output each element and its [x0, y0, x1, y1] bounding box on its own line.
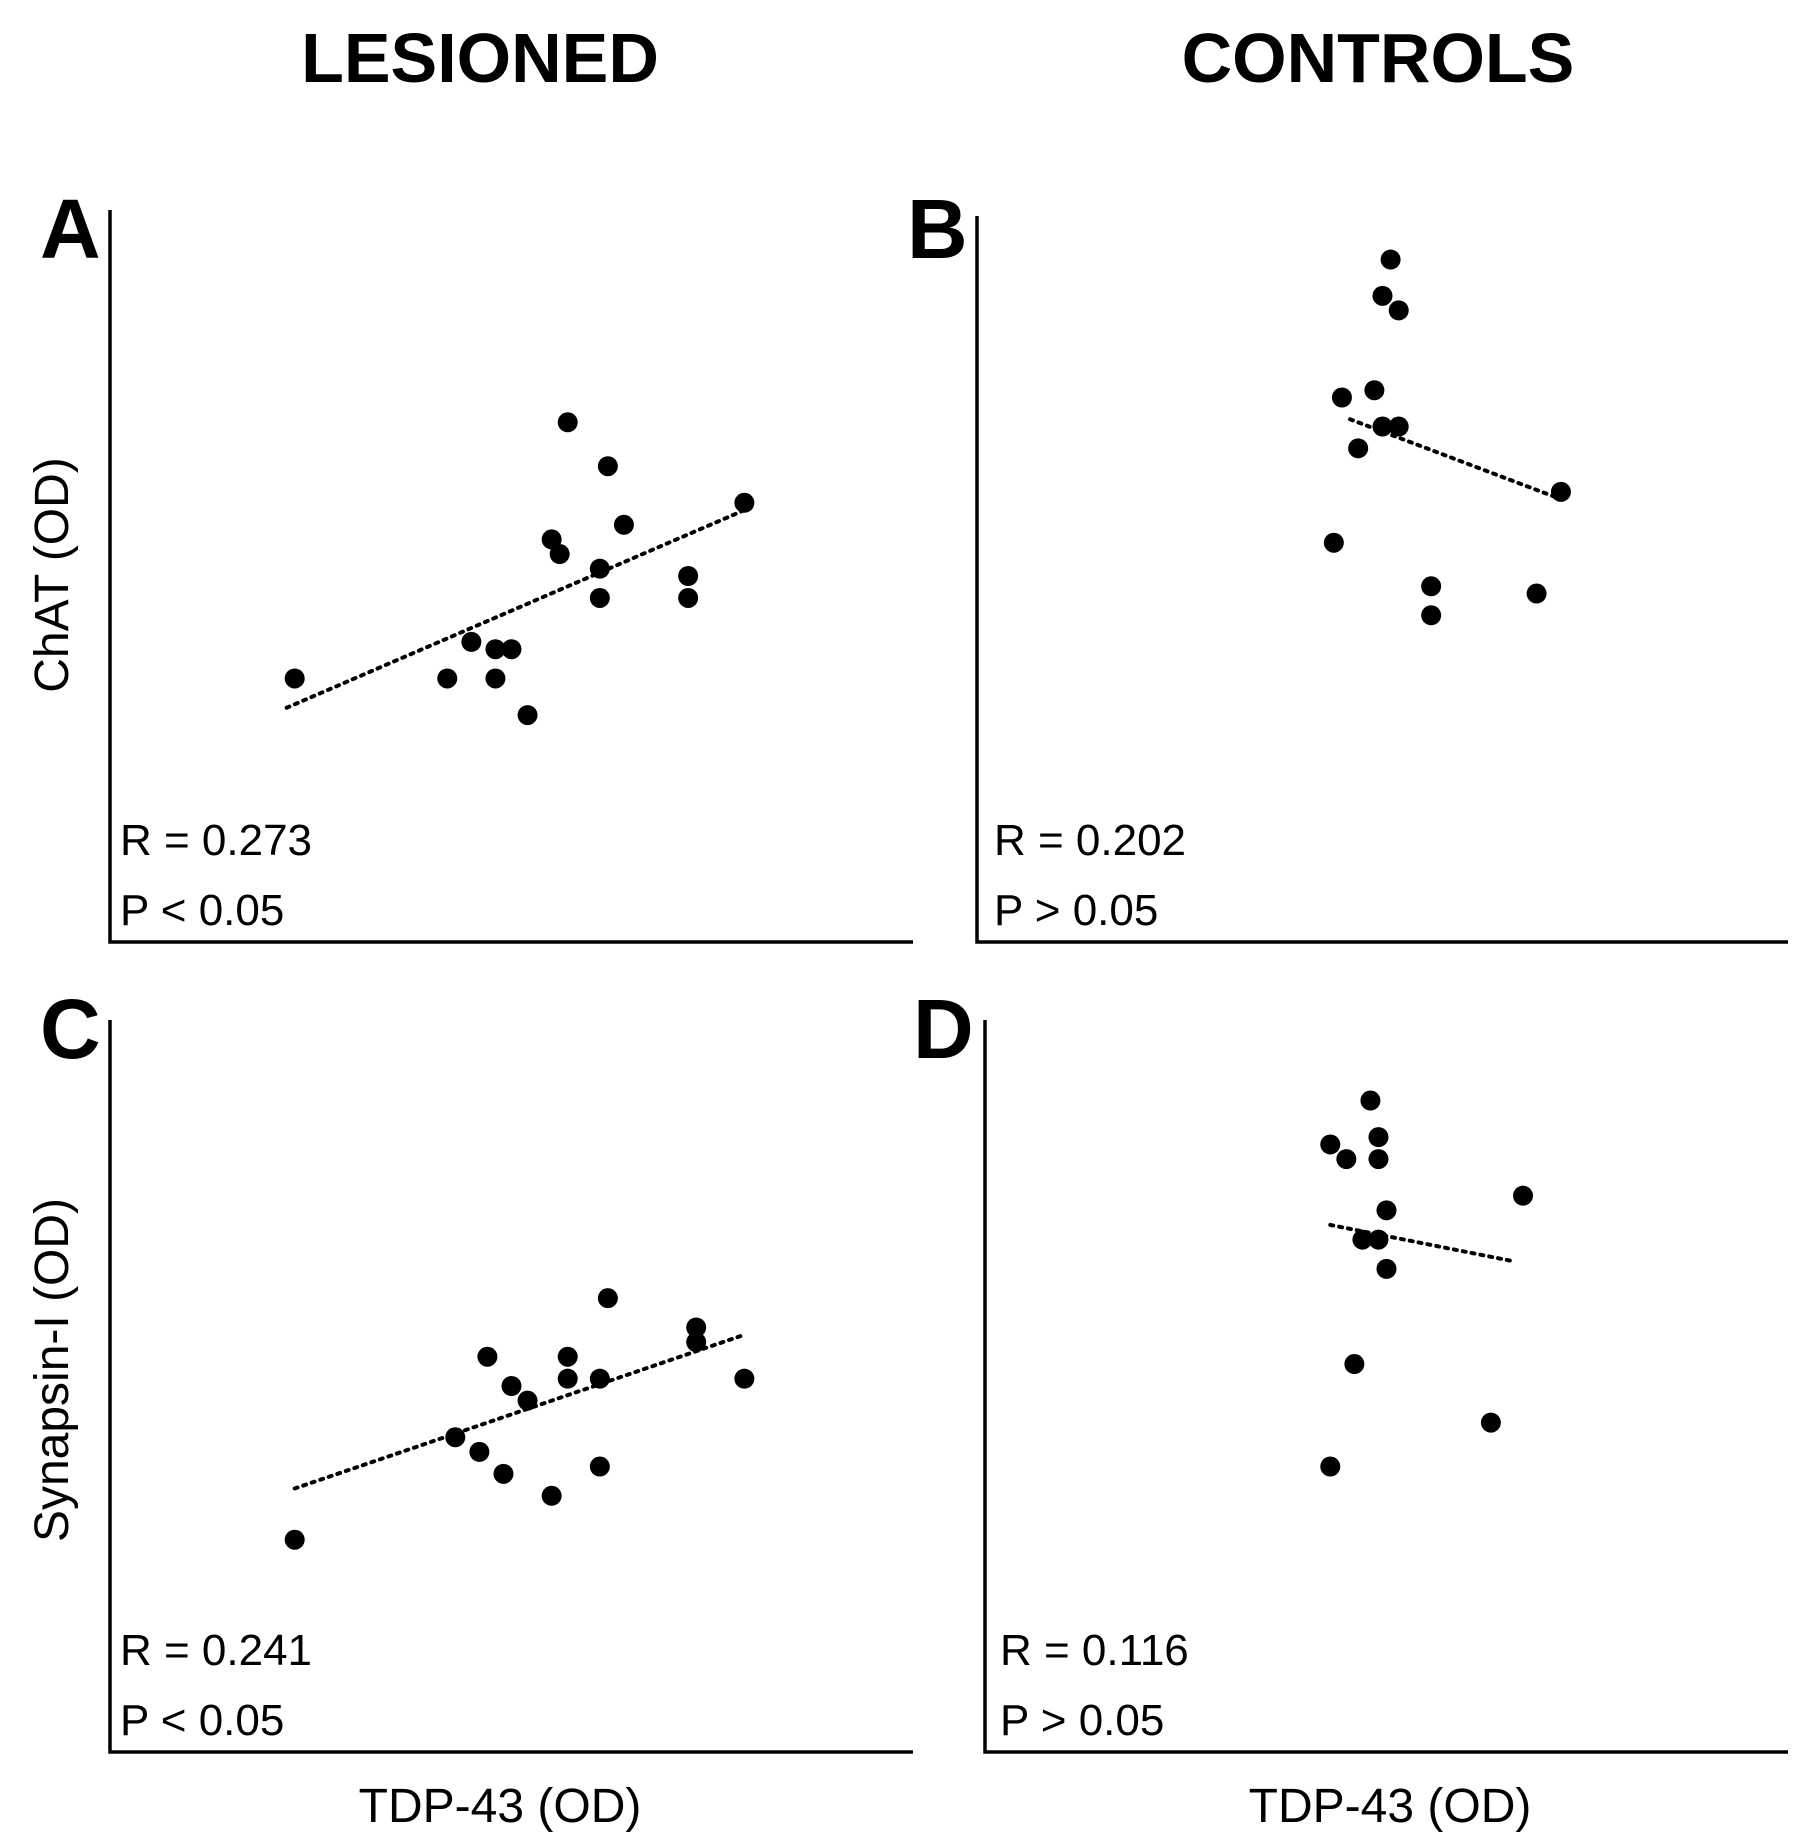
panel-c-point-4 [477, 1346, 498, 1367]
panel-a-point-16 [678, 587, 699, 608]
panel-a-point-13 [597, 456, 618, 477]
panel-letter-a: A [40, 182, 101, 276]
panel-c-trend-line [292, 1332, 747, 1491]
panel-a-point-17 [734, 492, 755, 513]
panel-c-points [284, 1288, 755, 1550]
panel-a-point-6 [485, 668, 506, 689]
panel-letter-b: B [907, 182, 968, 276]
panel-c: C R = 0.241 P < 0.05 [40, 982, 913, 1754]
panel-d-r-value: R = 0.116 [1000, 1626, 1189, 1675]
panel-b-point-1 [1380, 249, 1401, 270]
panel-c-point-13 [597, 1288, 618, 1309]
panel-b-point-4 [1331, 387, 1352, 408]
panel-a-point-12 [589, 558, 610, 579]
panel-a-points [284, 412, 755, 726]
panel-a-point-5 [501, 639, 522, 660]
panel-a-point-9 [549, 544, 570, 565]
y-axis-label-bottom: Synapsin-I (OD) [26, 1198, 79, 1542]
column-title-controls: CONTROLS [1182, 19, 1575, 97]
panel-c-point-12 [589, 1456, 610, 1477]
panel-a-point-3 [461, 631, 482, 652]
panel-a-point-8 [541, 529, 562, 550]
panel-b-point-2 [1372, 285, 1393, 306]
panel-b-point-7 [1388, 416, 1409, 437]
panel-d-point-2 [1320, 1134, 1341, 1155]
panel-c-point-9 [557, 1346, 578, 1367]
panel-a-trend-line [284, 508, 747, 710]
panel-d-point-10 [1513, 1185, 1534, 1206]
panel-b-point-3 [1388, 300, 1409, 321]
panel-d-point-3 [1336, 1149, 1357, 1170]
panel-a-point-10 [557, 412, 578, 433]
panel-b-point-13 [1526, 583, 1547, 604]
panel-d: D R = 0.116 P > 0.05 [913, 982, 1788, 1754]
panel-b-point-8 [1348, 438, 1369, 459]
panel-d-p-value: P > 0.05 [1000, 1696, 1164, 1745]
panel-a-axes [108, 210, 913, 944]
panel-d-point-4 [1368, 1127, 1389, 1148]
panel-a: A R = 0.273 P < 0.05 [40, 182, 913, 944]
panel-letter-d: D [913, 982, 974, 1076]
panel-c-point-11 [589, 1368, 610, 1389]
panel-a-point-11 [589, 587, 610, 608]
panel-b-r-value: R = 0.202 [994, 816, 1186, 865]
panel-b-p-value: P > 0.05 [994, 886, 1158, 935]
panel-d-point-11 [1344, 1354, 1365, 1375]
panel-c-point-15 [686, 1332, 707, 1353]
panel-d-axes [983, 1020, 1788, 1754]
panel-c-point-5 [501, 1376, 522, 1396]
panel-b-point-12 [1421, 605, 1442, 626]
panel-c-point-2 [445, 1427, 466, 1448]
panel-b-point-11 [1421, 576, 1442, 597]
panel-c-point-16 [734, 1368, 755, 1389]
panel-letter-c: C [40, 982, 101, 1076]
panel-b: B R = 0.202 P > 0.05 [907, 182, 1788, 944]
x-axis-label-right: TDP-43 (OD) [1249, 1780, 1532, 1833]
panel-c-p-value: P < 0.05 [120, 1696, 284, 1745]
panel-a-p-value: P < 0.05 [120, 886, 284, 935]
panel-d-points [1320, 1090, 1534, 1477]
panel-d-point-9 [1376, 1258, 1397, 1279]
panel-d-point-13 [1320, 1456, 1341, 1477]
panel-d-point-5 [1368, 1149, 1389, 1170]
panel-c-point-3 [469, 1441, 490, 1462]
panel-b-point-6 [1372, 416, 1393, 437]
panel-a-point-7 [517, 705, 538, 726]
panel-c-point-14 [686, 1317, 707, 1338]
panel-b-point-5 [1364, 380, 1385, 401]
panel-b-point-9 [1550, 481, 1571, 502]
panel-b-axes [975, 216, 1788, 944]
y-axis-label-top: ChAT (OD) [26, 457, 79, 693]
panel-a-point-2 [437, 668, 458, 689]
panel-b-points [1323, 249, 1571, 626]
panel-c-point-1 [284, 1529, 305, 1550]
panel-c-point-7 [493, 1463, 514, 1484]
panel-a-r-value: R = 0.273 [120, 816, 312, 865]
x-axis-label-left: TDP-43 (OD) [359, 1780, 642, 1833]
panel-d-point-1 [1360, 1090, 1381, 1111]
panel-c-axes [108, 1020, 913, 1754]
column-title-lesioned: LESIONED [301, 19, 659, 97]
panel-b-point-10 [1323, 532, 1344, 553]
panel-c-point-6 [517, 1390, 538, 1411]
panel-a-point-14 [613, 514, 634, 535]
panel-c-r-value: R = 0.241 [120, 1626, 312, 1675]
panel-d-point-7 [1352, 1229, 1373, 1250]
panel-d-point-6 [1376, 1200, 1397, 1221]
panel-c-point-8 [541, 1485, 562, 1506]
panel-d-point-8 [1368, 1229, 1389, 1250]
panel-a-point-1 [284, 668, 305, 689]
panel-d-point-12 [1480, 1412, 1501, 1433]
panel-c-point-10 [557, 1368, 578, 1389]
panel-a-point-15 [678, 566, 699, 586]
panel-a-point-4 [485, 639, 506, 660]
